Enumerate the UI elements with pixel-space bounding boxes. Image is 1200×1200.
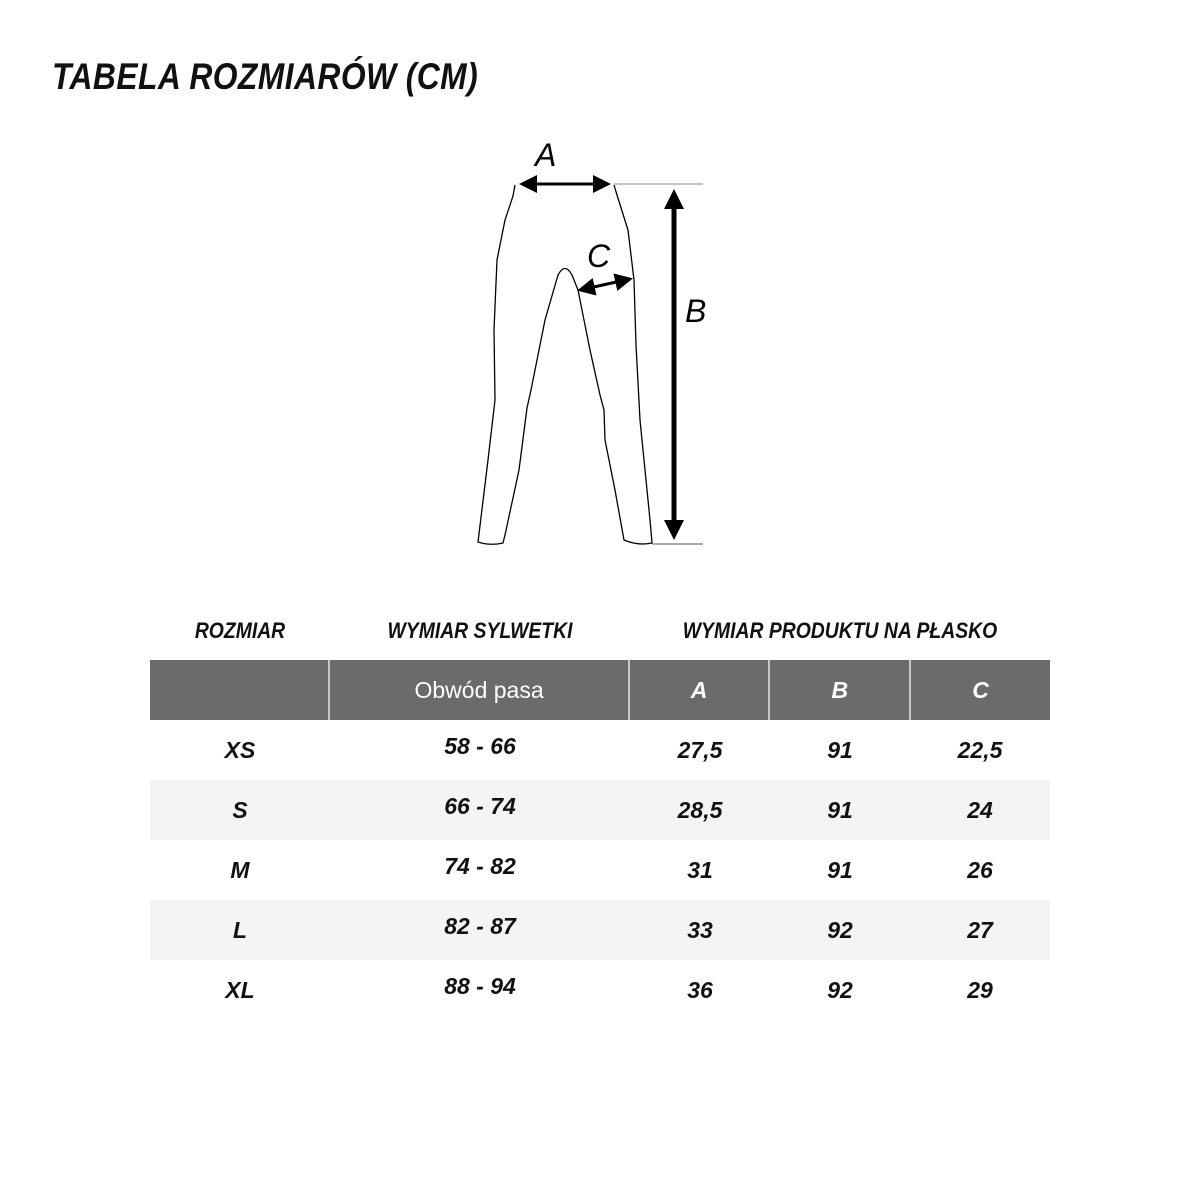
table-row: M 74 - 82 31 91 26 <box>150 840 1050 900</box>
header-cell: A <box>627 660 769 720</box>
page-title: TABELA ROZMIARÓW (CM) <box>52 56 479 97</box>
table-cell: 66 - 74 <box>444 792 516 819</box>
table-cell: XS <box>224 736 256 763</box>
pants-outline <box>477 184 653 545</box>
table-cell: 36 <box>687 976 713 1003</box>
group-header-body: WYMIAR SYLWETKI <box>387 618 573 643</box>
table-cell: 92 <box>827 976 853 1003</box>
table-cell: 31 <box>687 856 713 883</box>
table-cell: 92 <box>827 916 853 943</box>
table-cell: 28,5 <box>677 796 723 823</box>
table-row: L 82 - 87 33 92 27 <box>150 900 1050 960</box>
table-cell: 82 - 87 <box>444 912 516 939</box>
table-header-row: Obwód pasa A B C <box>150 660 1050 720</box>
table-row: S 66 - 74 28,5 91 24 <box>150 780 1050 840</box>
table-cell: 27,5 <box>677 736 723 763</box>
group-header-product: WYMIAR PRODUKTU NA PŁASKO <box>682 618 998 643</box>
label-a: A <box>533 137 556 173</box>
header-cell: C <box>909 660 1050 720</box>
group-header-size: ROZMIAR <box>194 618 286 643</box>
header-cell: B <box>768 660 909 720</box>
table-cell: S <box>232 796 248 823</box>
table-cell: 26 <box>967 856 993 883</box>
table-cell: 58 - 66 <box>444 732 516 759</box>
table-row: XS 58 - 66 27,5 91 22,5 <box>150 720 1050 780</box>
table-cell: 29 <box>967 976 993 1003</box>
table-cell: 24 <box>967 796 993 823</box>
table-cell: 27 <box>967 916 993 943</box>
size-table: Obwód pasa A B C XS 58 - 66 27,5 91 22,5 S 66 … <box>150 660 1050 1020</box>
table-row: XL 88 - 94 36 92 29 <box>150 960 1050 1020</box>
header-cell: Obwód pasa <box>328 660 627 720</box>
header-cell <box>150 660 328 720</box>
label-b: B <box>685 293 706 329</box>
measure-c-arrow <box>577 273 633 296</box>
pants-diagram: A C B <box>477 137 706 545</box>
table-cell: 91 <box>827 856 853 883</box>
table-cell: 88 - 94 <box>444 972 516 999</box>
table-cell: M <box>230 856 250 883</box>
table-cell: 91 <box>827 796 853 823</box>
table-cell: 33 <box>687 916 713 943</box>
table-cell: 91 <box>827 736 853 763</box>
table-cell: 22,5 <box>957 736 1003 763</box>
table-cell: 74 - 82 <box>444 852 516 879</box>
table-cell: XL <box>225 976 255 1003</box>
label-c: C <box>587 238 611 274</box>
table-cell: L <box>232 916 248 943</box>
